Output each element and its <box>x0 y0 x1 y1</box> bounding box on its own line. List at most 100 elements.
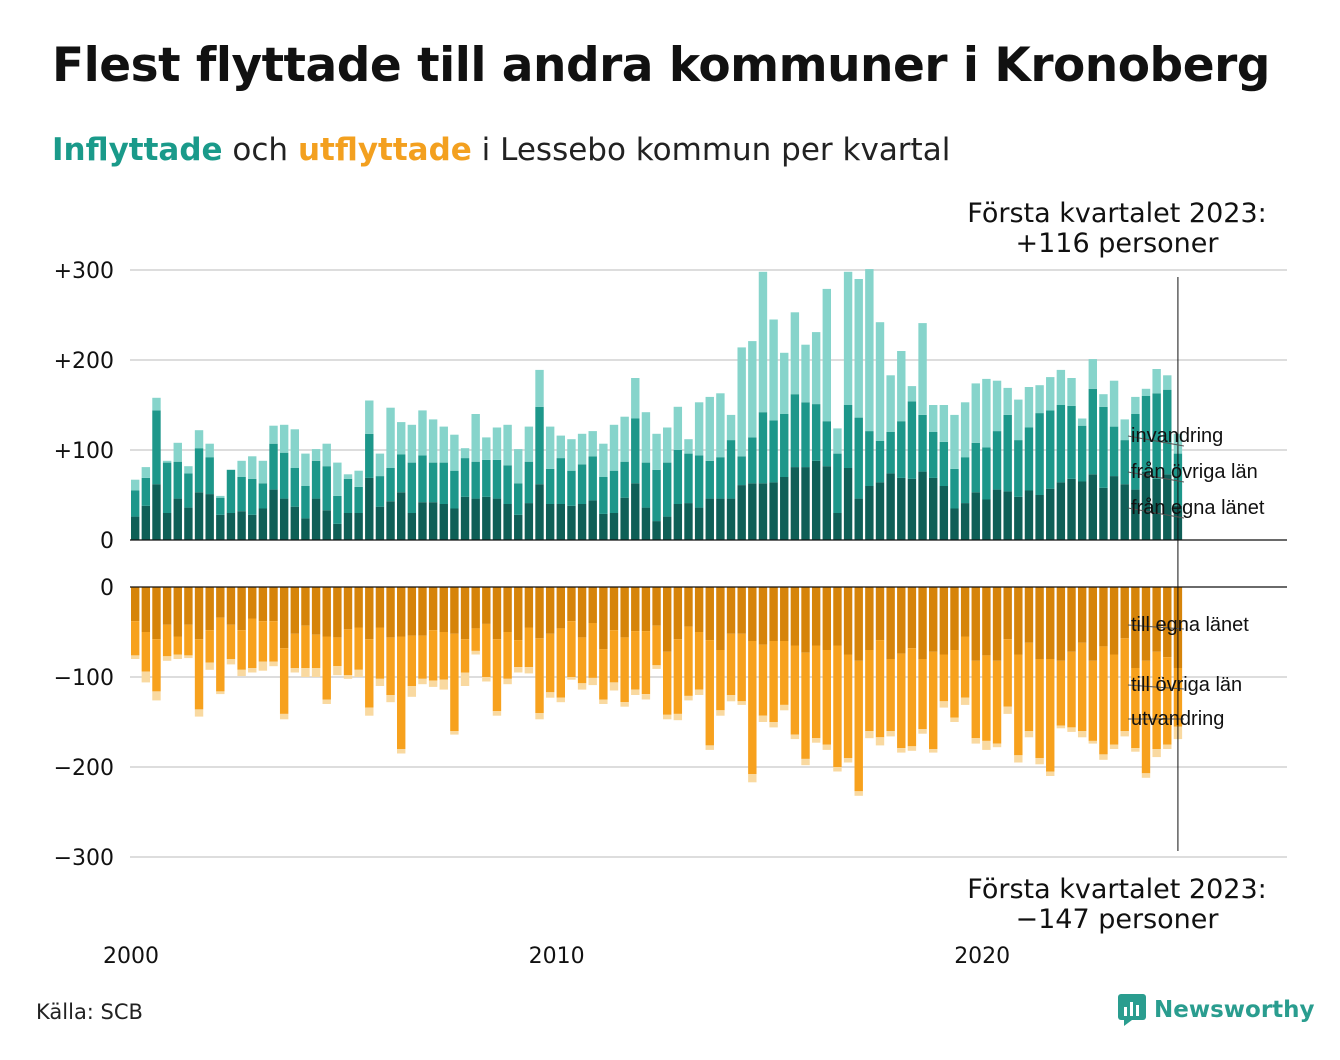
outflow-bar-segment <box>992 743 1002 748</box>
inflow-bar-segment <box>397 492 406 540</box>
outflow-bar-segment <box>248 587 257 619</box>
inflow-bar-segment <box>673 406 683 450</box>
inflow-bar-segment <box>918 414 927 472</box>
outflow-bar-segment <box>577 637 587 684</box>
series-label: från övriga län <box>1131 461 1258 483</box>
inflow-bar-segment <box>684 439 693 454</box>
outflow-bar-segment <box>588 623 597 678</box>
outflow-bar-segment <box>1099 754 1108 760</box>
inflow-bar-segment <box>716 457 725 499</box>
outflow-bar-segment <box>471 587 480 629</box>
outflow-bar-segment <box>620 637 629 703</box>
bottom-y-tick-label: −200 <box>54 756 114 781</box>
inflow-bar-segment <box>524 426 534 462</box>
inflow-bar-segment <box>290 429 299 468</box>
inflow-bar-segment <box>737 456 746 486</box>
outflow-bar-segment <box>652 625 661 666</box>
inflow-bar-segment <box>705 396 714 461</box>
latest-quarter-annotation: −147 personer <box>1015 904 1219 935</box>
outflow-bar-segment <box>216 691 225 695</box>
inflow-bar-segment <box>248 456 257 479</box>
inflow-bar-segment <box>375 506 385 540</box>
outflow-bar-segment <box>811 738 821 743</box>
outflow-bar-segment <box>992 587 1002 661</box>
inflow-bar-segment <box>556 458 565 504</box>
outflow-bar-segment <box>1024 642 1034 731</box>
inflow-bar-segment <box>1014 440 1023 497</box>
outflow-bar-segment <box>290 633 299 668</box>
inflow-bar-segment <box>1024 387 1034 428</box>
outflow-bar-segment <box>737 701 746 705</box>
outflow-bar-segment <box>599 587 608 650</box>
outflow-bar-segment <box>279 648 289 714</box>
outflow-bar-segment <box>194 639 204 710</box>
inflow-bar-segment <box>450 508 459 540</box>
inflow-bar-segment <box>365 400 374 434</box>
inflow-bar-segment <box>663 516 672 540</box>
inflow-bar-segment <box>1163 474 1172 540</box>
inflow-bar-segment <box>407 513 417 540</box>
series-label-leader <box>1127 507 1185 519</box>
outflow-bar-segment <box>492 587 502 640</box>
outflow-bar-segment <box>301 668 310 677</box>
inflow-bar-segment <box>311 449 321 461</box>
inflow-bar-segment <box>492 459 502 499</box>
inflow-bar-segment <box>1003 414 1012 492</box>
inflow-bar-segment <box>769 482 778 540</box>
inflow-bar-segment <box>418 455 427 503</box>
outflow-bar-segment <box>322 699 331 704</box>
outflow-bar-segment <box>460 639 470 673</box>
inflow-bar-segment <box>939 405 949 442</box>
inflow-bar-segment <box>748 341 757 438</box>
outflow-bar-segment <box>641 587 651 632</box>
outflow-bar-segment <box>811 587 821 646</box>
outflow-bar-segment <box>269 661 278 667</box>
outflow-bar-segment <box>769 722 778 728</box>
inflow-bar-segment <box>726 498 736 540</box>
outflow-bar-segment <box>939 587 949 655</box>
outflow-bar-segment <box>514 587 523 641</box>
inflow-bar-segment <box>386 407 395 468</box>
outflow-bar-segment <box>801 587 810 653</box>
outflow-bar-segment <box>1014 755 1023 763</box>
outflow-bar-segment <box>833 645 842 767</box>
outflow-bar-segment <box>311 587 321 635</box>
inflow-bar-segment <box>301 453 310 486</box>
labels: Första kvartalet 2023:+116 personerFörst… <box>967 198 1266 935</box>
inflow-bar-segment <box>684 453 693 504</box>
inflow-bar-segment <box>865 269 874 432</box>
inflow-bar-segment <box>780 477 789 540</box>
inflow-bar-segment <box>694 455 704 508</box>
series-label: till egna länet <box>1131 614 1249 636</box>
outflow-bar-segment <box>205 662 214 670</box>
outflow-bar-segment <box>1120 587 1129 639</box>
inflow-bar-segment <box>1152 393 1161 479</box>
inflow-bars <box>131 269 1183 540</box>
outflow-bar-segment <box>1131 748 1140 752</box>
outflow-bar-segment <box>152 639 161 692</box>
outflow-bar-segment <box>311 668 321 677</box>
inflow-bar-segment <box>929 477 938 540</box>
outflow-bar-segment <box>1099 587 1108 647</box>
outflow-bar-segment <box>556 587 565 629</box>
outflow-bar-segment <box>1003 639 1012 707</box>
series-label: invandring <box>1131 425 1223 447</box>
inflow-bar-segment <box>503 424 512 466</box>
outflow-bar-segment <box>237 587 246 631</box>
inflow-bar-segment <box>1152 478 1161 540</box>
outflow-bar-segment <box>386 695 395 703</box>
outflow-bar-segment <box>1067 587 1076 652</box>
inflow-bar-segment <box>694 507 704 540</box>
inflow-bar-segment <box>705 498 714 540</box>
outflow-bar-segment <box>854 791 863 796</box>
inflow-bar-segment <box>524 503 534 540</box>
outflow-bar-segment <box>694 632 704 690</box>
inflow-bar-segment <box>152 397 161 411</box>
outflow-bar-segment <box>843 654 853 758</box>
inflow-bar-segment <box>694 402 704 456</box>
outflow-bar-segment <box>641 694 651 700</box>
inflow-bar-segment <box>1109 426 1119 477</box>
outflow-bar-segment <box>343 587 353 630</box>
outflow-bar-segment <box>439 632 448 680</box>
inflow-bar-segment <box>279 452 289 499</box>
